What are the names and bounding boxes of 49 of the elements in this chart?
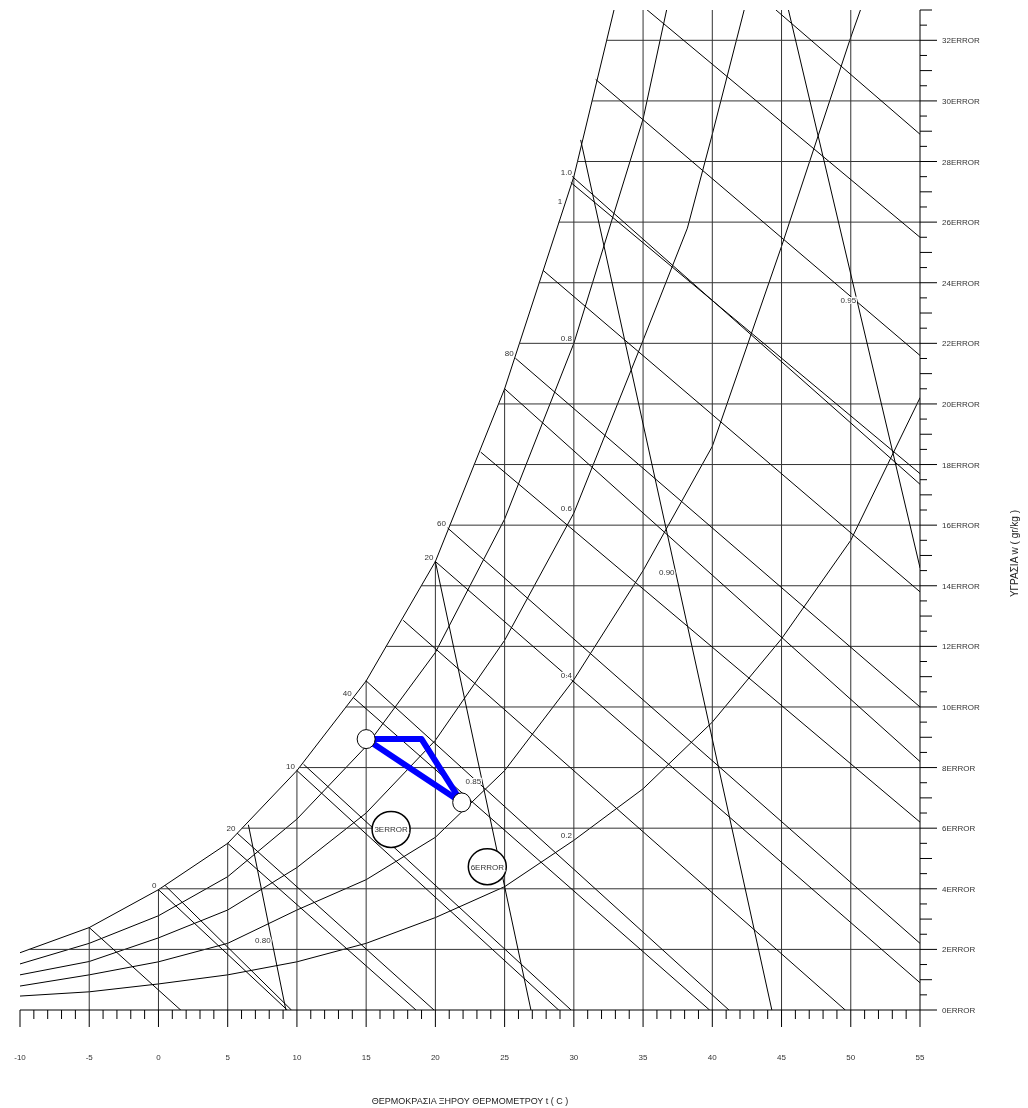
- y-tick-label: 14ERROR: [942, 581, 981, 591]
- annotation: 6ERROR: [470, 862, 505, 872]
- x-axis-title: ΘΕΡΜΟΚΡΑΣΙΑ ΞΗΡΟΥ ΘΕΡΜΟΜΕΤΡΟΥ t ( C ): [371, 1096, 569, 1106]
- x-tick-label: 40: [707, 1053, 718, 1062]
- annotation: 0.80: [255, 935, 272, 945]
- y-tick-label: 32ERROR: [942, 36, 981, 46]
- x-tick-label: 15: [361, 1053, 372, 1062]
- y-tick-label: 12ERROR: [942, 642, 981, 652]
- x-tick-label: 5: [225, 1053, 231, 1062]
- x-tick-label: 0: [156, 1053, 162, 1062]
- x-tick-label: 50: [846, 1053, 856, 1062]
- y-tick-label: 24ERROR: [942, 278, 981, 288]
- x-tick-label: -10: [14, 1053, 27, 1062]
- x-tick-label: 20: [430, 1053, 441, 1062]
- annotation: 0.6: [560, 504, 573, 514]
- annotation: 20: [424, 552, 434, 562]
- annotation: 0.8: [560, 334, 573, 344]
- annotation: 10: [286, 761, 296, 771]
- annotation: 3ERROR: [374, 825, 408, 835]
- annotation: 1.0: [560, 167, 573, 177]
- y-tick-label: 0ERROR: [942, 1006, 976, 1015]
- x-tick-label: 35: [638, 1053, 649, 1062]
- x-tick-label: 10: [292, 1053, 302, 1062]
- x-tick-label: 45: [777, 1053, 787, 1062]
- annotation: 80: [504, 349, 515, 359]
- y-tick-label: 4ERROR: [942, 884, 976, 894]
- y-tick-label: 6ERROR: [942, 824, 976, 834]
- y-tick-label: 28ERROR: [942, 157, 981, 167]
- annotation: 20: [226, 824, 236, 834]
- annotation: 0: [152, 880, 158, 890]
- annotation: 60: [436, 519, 447, 529]
- y-tick-label: 30ERROR: [942, 96, 981, 106]
- y-tick-label: 10ERROR: [942, 702, 981, 712]
- y-axis-title: ΥΓΡΑΣΙΑ w ( gr/kg ): [1008, 510, 1020, 598]
- y-tick-label: 8ERROR: [942, 763, 976, 773]
- y-tick-label: 16ERROR: [942, 521, 981, 531]
- annotation: 0.2: [560, 831, 573, 841]
- y-tick-label: 18ERROR: [942, 460, 981, 470]
- y-tick-label: 26ERROR: [942, 218, 981, 228]
- y-tick-label: 20ERROR: [942, 399, 981, 409]
- y-tick-label: 2ERROR: [942, 945, 976, 955]
- annotation: 1: [557, 197, 563, 207]
- y-tick-label: 22ERROR: [942, 339, 981, 349]
- x-tick-label: 30: [569, 1053, 579, 1062]
- x-tick-label: 55: [915, 1053, 925, 1062]
- annotation: 0.90: [659, 567, 676, 577]
- x-tick-label: 25: [500, 1053, 510, 1062]
- x-tick-label: -5: [85, 1053, 94, 1062]
- annotation: 40: [342, 688, 353, 698]
